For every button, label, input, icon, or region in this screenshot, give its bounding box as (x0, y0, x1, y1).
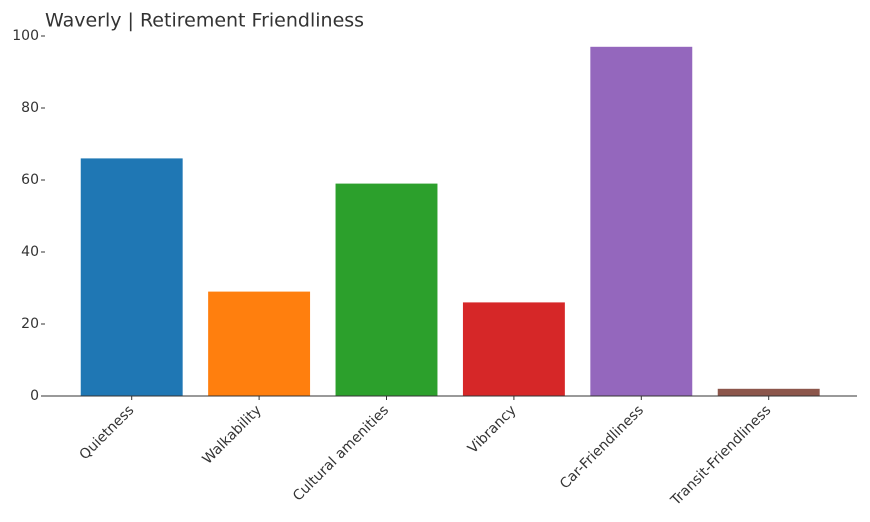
y-tick-label: 80 (21, 100, 39, 116)
x-tick-label: Walkability (200, 402, 265, 467)
bar (208, 291, 311, 396)
bar (335, 183, 438, 396)
x-tick-label: Cultural amenities (290, 402, 392, 504)
chart-title: Waverly | Retirement Friendliness (45, 10, 364, 32)
bar (462, 302, 565, 396)
bar (717, 388, 820, 396)
bar (80, 158, 183, 396)
y-tick-label: 100 (12, 28, 39, 44)
x-tick-label: Quietness (77, 402, 138, 463)
y-tick-label: 40 (21, 244, 39, 260)
y-tick-label: 0 (30, 388, 39, 404)
x-tick-label: Vibrancy (465, 402, 520, 457)
y-tick-label: 60 (21, 172, 39, 188)
x-tick-label: Car-Friendliness (557, 402, 647, 492)
x-tick-label: Transit-Friendliness (667, 402, 774, 509)
bar (590, 46, 693, 397)
y-tick-label: 20 (21, 316, 39, 332)
